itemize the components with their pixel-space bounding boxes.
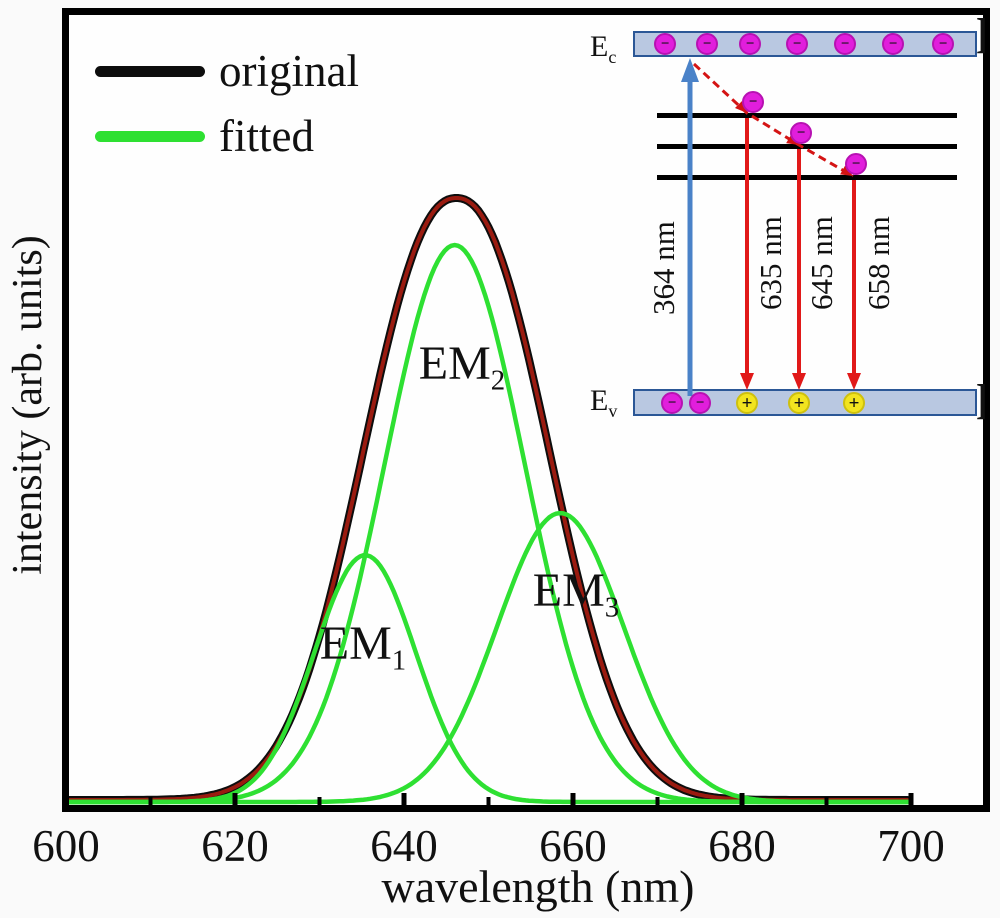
electron-icon: − bbox=[932, 33, 954, 55]
x-tick-label: 680 bbox=[708, 821, 776, 871]
legend-line-fitted-icon bbox=[95, 130, 205, 142]
peak-label-em1: EM1 bbox=[319, 617, 406, 675]
inset-diagram-graphics bbox=[657, 58, 957, 396]
legend-label-fitted: fitted bbox=[219, 110, 314, 161]
x-axis-title: wavelength (nm) bbox=[381, 861, 695, 912]
trapped-electron-icon: − bbox=[742, 91, 764, 113]
x-tick-minor bbox=[317, 797, 322, 805]
x-tick-major bbox=[739, 793, 745, 805]
x-tick-label: 620 bbox=[201, 821, 269, 871]
electron-icon: − bbox=[661, 392, 683, 414]
em3-curve bbox=[69, 510, 910, 805]
x-tick-label: 700 bbox=[877, 821, 945, 871]
em1-curve bbox=[69, 553, 910, 805]
x-tick-major bbox=[908, 793, 914, 805]
electron-icon: − bbox=[882, 33, 904, 55]
electron-icon: − bbox=[689, 392, 711, 414]
electron-icon: − bbox=[696, 33, 718, 55]
ec-sub: c bbox=[608, 47, 617, 67]
peak-label-em1-sub: 1 bbox=[391, 644, 407, 677]
electron-icon: − bbox=[834, 33, 856, 55]
peak-label-em2-sub: 2 bbox=[490, 364, 506, 397]
trap-level-3 bbox=[657, 175, 957, 180]
ev-sub: v bbox=[608, 401, 618, 421]
excitation-arrow bbox=[681, 58, 699, 396]
transition-label-658nm: 658 nm bbox=[861, 216, 896, 310]
relaxation-path bbox=[692, 62, 854, 178]
x-tick-major bbox=[401, 793, 407, 805]
peak-label-em2: EM2 bbox=[418, 337, 505, 395]
hole-icon: + bbox=[843, 392, 865, 414]
x-tick-label: 600 bbox=[32, 821, 100, 871]
x-tick-minor bbox=[824, 797, 829, 805]
electron-icon: − bbox=[739, 33, 761, 55]
peak-label-em3-base: EM bbox=[532, 564, 605, 617]
emission-arrow-635 bbox=[740, 118, 754, 390]
emission-arrow-658 bbox=[847, 180, 861, 390]
transition-label-364nm: 364 nm bbox=[646, 221, 681, 315]
legend-line-original-icon bbox=[95, 65, 205, 77]
hole-icon: + bbox=[788, 392, 810, 414]
valence-bracket: ] bbox=[976, 377, 988, 424]
conduction-band-label: Ec bbox=[590, 30, 616, 67]
x-tick-minor bbox=[148, 797, 153, 805]
valence-band-label: Ev bbox=[590, 384, 617, 421]
x-tick-minor bbox=[655, 797, 660, 805]
x-tick-label: 660 bbox=[539, 821, 607, 871]
electron-icon: − bbox=[786, 33, 808, 55]
peak-label-em2-base: EM bbox=[418, 337, 491, 390]
hole-icon: + bbox=[736, 392, 758, 414]
conduction-bracket: ] bbox=[976, 11, 988, 58]
legend-label-original: original bbox=[219, 45, 359, 96]
transition-label-645nm: 645 nm bbox=[804, 216, 839, 310]
ec-base: E bbox=[590, 30, 609, 63]
emission-arrow-645 bbox=[792, 149, 806, 390]
peak-label-em3: EM3 bbox=[532, 564, 619, 622]
plot-area: original fitted EM1 EM2 EM3 bbox=[62, 8, 990, 812]
x-tick-minor bbox=[486, 797, 491, 805]
legend-item-fitted: fitted bbox=[95, 110, 314, 162]
ev-base: E bbox=[590, 384, 609, 417]
trap-level-1 bbox=[657, 113, 957, 118]
x-tick-major bbox=[570, 793, 576, 805]
peak-label-em1-base: EM bbox=[319, 617, 392, 670]
y-axis-title: intensity (arb. units) bbox=[5, 235, 51, 575]
energy-level-inset: − − − − − − − − − − − − + + + Ec Ev ] ] 364 nm 635 nm … bbox=[590, 13, 990, 424]
x-tick-major bbox=[232, 793, 238, 805]
peak-label-em3-sub: 3 bbox=[604, 591, 620, 624]
legend-item-original: original bbox=[95, 45, 359, 97]
transition-label-635nm: 635 nm bbox=[753, 216, 788, 310]
spectrum-canvas bbox=[69, 194, 914, 805]
trap-level-2 bbox=[657, 144, 957, 149]
electron-icon: − bbox=[654, 33, 676, 55]
trapped-electron-icon: − bbox=[790, 122, 812, 144]
x-tick-label: 640 bbox=[370, 821, 438, 871]
trapped-electron-icon: − bbox=[845, 153, 867, 175]
